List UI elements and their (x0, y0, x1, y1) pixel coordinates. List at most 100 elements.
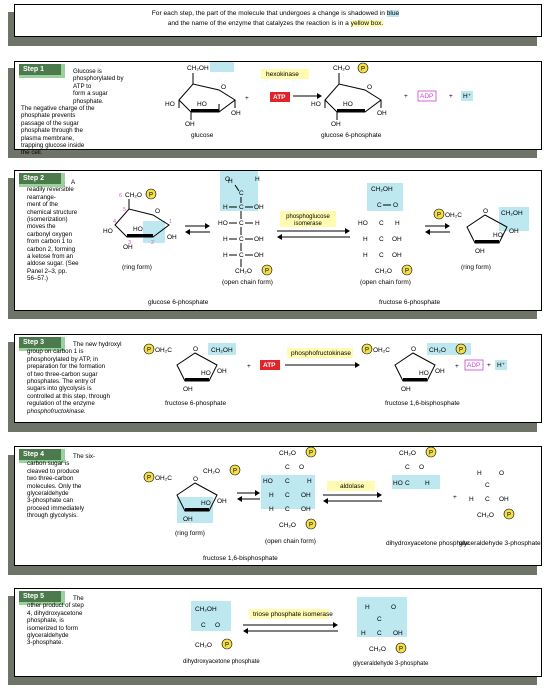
svg-text:O: O (499, 470, 504, 477)
glucose-open-chain: H C O H H C OH HO C H H C OH H C OH CH₂O (218, 171, 273, 276)
svg-text:OH: OH (509, 228, 519, 235)
step1-reaction-diagram: CH₂OH O HO OH OH HO glucose + hexokinase… (165, 62, 473, 139)
svg-text:HO: HO (201, 500, 211, 507)
svg-text:CH₂O: CH₂O (477, 512, 494, 519)
svg-text:H: H (255, 176, 260, 183)
svg-text:P: P (147, 476, 151, 482)
svg-text:C: C (377, 202, 382, 209)
step2-tab: Step 2 (19, 173, 65, 187)
step2-desc-line: (isomerization) (27, 216, 68, 224)
svg-text:OH: OH (254, 252, 264, 259)
step5-reaction-diagram: CH₂OH C O CH₂O P dihydroxyacetone phosph… (183, 597, 429, 667)
step2-desc-line: A (71, 179, 76, 186)
svg-text:(ring form): (ring form) (175, 530, 205, 537)
svg-text:H: H (395, 220, 400, 227)
svg-text:H: H (269, 492, 274, 499)
step2-desc-line: readily reversible (27, 186, 74, 194)
svg-text:O: O (155, 208, 160, 215)
svg-text:CH₂OH: CH₂OH (195, 606, 217, 613)
step3-desc-line: phosphofructokinase. (27, 407, 86, 415)
step5-panel: Step 5 The other product of step 4, dihy… (14, 588, 542, 677)
svg-text:HO: HO (393, 480, 403, 487)
open-chain-form-label: (open chain form) (222, 279, 273, 286)
svg-text:O: O (193, 476, 198, 483)
fructose-6-phosphate-structure: P OH₂C CH₂OH O OH OH HO (143, 343, 236, 393)
step5-tab: Step 5 (19, 591, 65, 605)
step2-desc-line: ment of the (27, 201, 58, 209)
step1-panel: Step 1 Glucose is phosphorylated by ATP … (14, 61, 542, 156)
svg-text:P: P (225, 643, 229, 649)
svg-text:+: + (245, 95, 249, 102)
svg-text:C: C (377, 616, 382, 623)
svg-text:H: H (223, 252, 228, 259)
step5-desc-line: isomerized to form (27, 624, 78, 632)
step5-enzyme-label: triose phosphate isomerase (253, 611, 333, 618)
svg-text:C: C (201, 622, 206, 629)
svg-text:OH: OH (183, 516, 193, 523)
step4-enzyme-label: aldolase (340, 483, 365, 490)
svg-text:OH: OH (331, 121, 341, 128)
step1-hplus: H⁺ (463, 93, 472, 100)
step4-desc-line: two three-carbon (27, 475, 74, 483)
adp-badge (417, 90, 437, 102)
svg-text:P: P (399, 647, 403, 653)
svg-text:O: O (419, 464, 424, 471)
svg-text:HO: HO (133, 226, 143, 233)
svg-text:H: H (363, 252, 368, 259)
step4-desc-line: proceed immediately (27, 504, 85, 512)
aldolase-box (327, 481, 375, 491)
step2-desc-line: Panel 2–3, pp. (27, 267, 67, 275)
step2-desc-line: from carbon 1 to (27, 238, 73, 246)
phosphoglucose-isomerase-box (280, 211, 336, 227)
svg-text:CH₂O: CH₂O (125, 192, 142, 199)
step2-desc-line: carbon 2, forming (27, 245, 76, 253)
svg-text:OH: OH (475, 248, 485, 255)
svg-text:HO: HO (201, 370, 211, 377)
step4-desc-line: molecules. Only the (27, 482, 82, 490)
svg-text:CH₂O: CH₂O (429, 347, 446, 354)
intro-text: For each step, the part of the molecule … (143, 9, 408, 29)
step1-desc-line: phosphorylated by ATP to (73, 75, 124, 90)
svg-text:OH: OH (185, 121, 195, 128)
fructose-bisphosphate-ring: P OH₂C CH₂O P O OH OH HO (143, 464, 241, 523)
svg-text:P: P (149, 193, 153, 199)
step2-desc-line: rearrange- (27, 193, 56, 201)
glyceraldehyde-3-phosphate-structure: H C O H C OH CH₂O P (469, 470, 515, 520)
step1-enzyme-label: hexokinase (266, 71, 299, 78)
svg-text:P: P (233, 469, 237, 475)
step5-desc-line: The (73, 595, 84, 602)
step5-desc-line: 3-phosphate. (27, 639, 64, 647)
svg-text:C: C (239, 204, 244, 211)
svg-text:OH: OH (377, 110, 387, 117)
step4-product2-label: glyceraldehyde 3-phosphate (459, 540, 541, 547)
svg-text:O: O (225, 176, 230, 183)
svg-text:OH: OH (254, 236, 264, 243)
step1-atp: ATP (273, 94, 286, 101)
svg-text:OH: OH (401, 386, 411, 393)
step5-product-label: glyceraldehyde 3-phosphate (353, 661, 429, 667)
svg-text:+: + (455, 363, 459, 370)
svg-text:OH: OH (217, 368, 227, 375)
intro-blue-word: blue (386, 10, 400, 17)
step2-desc-line: aldose sugar. (See (27, 260, 79, 268)
svg-text:HO: HO (311, 101, 321, 108)
atp-badge (270, 92, 290, 102)
svg-text:+: + (487, 362, 491, 369)
step3-desc-line: group on carbon 1 is (27, 348, 84, 356)
svg-text:P: P (429, 451, 433, 457)
step3-desc-line: preparation for the formation (27, 363, 106, 371)
step4-desc-line: 3-phosphate can (27, 497, 74, 505)
step2-desc-line: a ketose from an (27, 253, 74, 261)
step3-desc-line: controlled at this step, through (27, 392, 110, 400)
svg-text:C: C (239, 220, 244, 227)
step3-desc-line: phosphorylated by ATP, in (27, 355, 98, 363)
svg-text:OH: OH (393, 630, 403, 637)
svg-text:P: P (265, 269, 269, 275)
svg-text:H: H (255, 220, 260, 227)
svg-text:C: C (405, 480, 410, 487)
step3-atp: ATP (263, 362, 276, 369)
shaded-ch2oh (210, 62, 234, 72)
phosphate-icon (357, 62, 369, 74)
step3-panel: Step 3 The new hydroxyl group on carbon … (14, 334, 542, 423)
intro-panel: For each step, the part of the molecule … (14, 4, 542, 37)
